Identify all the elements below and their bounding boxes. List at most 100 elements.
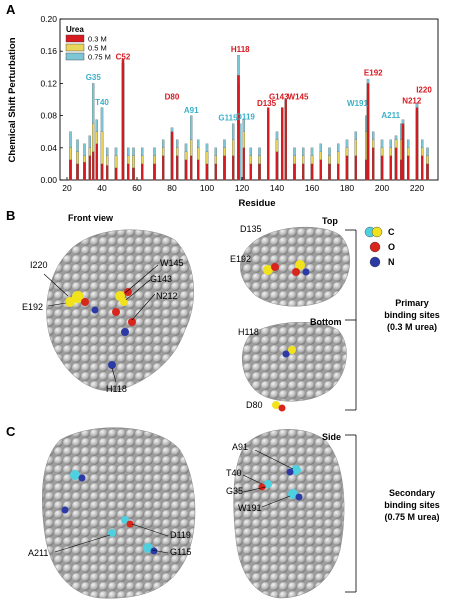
bar-03M [401, 123, 405, 181]
panel-b-structures [43, 226, 383, 412]
bar-03M [249, 163, 252, 181]
bar-03M [162, 155, 165, 181]
bar-03M [184, 159, 188, 181]
bar-03M [310, 163, 314, 181]
legend-label-03: 0.3 M [88, 35, 107, 44]
bar-03M [426, 163, 429, 181]
bar-03M [421, 155, 424, 181]
c-label-g35: G35 [226, 486, 244, 496]
primary-caption-3: (0.3 M urea) [386, 322, 437, 332]
bar-03M [114, 167, 118, 181]
bar-03M [328, 163, 331, 181]
y-tick-label: 0.00 [40, 175, 57, 185]
front-view-protein-c [42, 427, 196, 599]
bar-03M [354, 155, 357, 181]
x-tick-label: 140 [270, 183, 284, 193]
bar-03M [237, 75, 240, 181]
side-view-title: Side [322, 432, 342, 442]
bar-03M [83, 162, 86, 181]
side-view-protein-c [233, 429, 345, 599]
bar-03M [106, 165, 109, 181]
bottom-label-h118: H118 [238, 327, 259, 337]
residue-annotation: D80 [165, 93, 180, 102]
bar-03M [345, 155, 349, 181]
bottom-label-d80: D80 [246, 400, 263, 410]
x-tick-label: 20 [62, 183, 72, 193]
bar-03M [153, 163, 156, 181]
bar-03M [214, 163, 217, 181]
atom-legend-n: N [388, 257, 395, 267]
top-view-title: Top [322, 216, 338, 226]
legend-label-075: 0.75 M [88, 53, 111, 62]
bar-03M [407, 155, 410, 181]
residue-annotation: A91 [184, 106, 199, 115]
plot-frame [59, 18, 439, 181]
bar-03M [100, 163, 104, 181]
residue-annotation: T40 [95, 98, 109, 107]
bar-03M [319, 159, 322, 181]
bar-03M [190, 155, 193, 181]
bar-03M [302, 163, 305, 181]
bar-03M [394, 147, 398, 181]
residue-annotation: D119 [236, 113, 255, 122]
residue-annotation: D135 [257, 99, 277, 108]
bottom-view-title: Bottom [310, 317, 342, 327]
y-tick-label: 0.12 [40, 78, 57, 88]
residue-annotation: C52 [116, 52, 131, 61]
x-tick-label: 60 [132, 183, 142, 193]
c-label-w191: W191 [238, 503, 262, 513]
bottom-view-protein [241, 322, 347, 402]
residue-annotation: W145 [288, 93, 309, 102]
bar-03M [205, 163, 209, 181]
x-tick-label: 200 [375, 183, 389, 193]
bar-03M [337, 163, 340, 181]
x-tick-label: 80 [167, 183, 177, 193]
panel-a-label: A [6, 2, 16, 17]
primary-caption-2: binding sites [384, 310, 440, 320]
residue-annotation: N212 [402, 97, 422, 106]
y-tick-label: 0.08 [40, 111, 57, 121]
bar-03M [95, 143, 98, 181]
bar-03M [258, 163, 261, 181]
secondary-caption-2: binding sites [384, 500, 440, 510]
legend-swatch-05 [65, 43, 85, 52]
legend-title: Urea [66, 25, 84, 34]
x-tick-label: 100 [200, 183, 214, 193]
residue-annotation: E192 [364, 68, 383, 77]
front-label-i220: I220 [30, 260, 48, 270]
residue-annotation: A211 [381, 111, 400, 120]
csp-bar-chart: 0.00 0.04 0.08 0.12 0.16 0.20 20 40 60 80 100 120 14… [7, 14, 439, 209]
bar-03M [415, 107, 419, 181]
bar-03M [132, 167, 135, 181]
x-tick-label: 160 [305, 183, 319, 193]
bar-03M [275, 151, 279, 181]
bar-03M [197, 159, 200, 181]
bar-03M [293, 163, 296, 181]
c-label-t40: T40 [226, 468, 242, 478]
front-view-protein [46, 229, 194, 392]
bar-03M [267, 107, 270, 181]
bar-03M [69, 159, 72, 181]
atom-legend-c: C [388, 227, 395, 237]
top-label-e192: E192 [230, 254, 252, 264]
bar-03M [76, 163, 79, 181]
bar-03M [170, 131, 174, 181]
front-label-e192: E192 [22, 302, 44, 312]
bar-03M [92, 151, 95, 181]
front-view-title: Front view [68, 213, 114, 223]
front-label-w145: W145 [160, 258, 184, 268]
c-label-d119: D119 [170, 530, 191, 540]
bar-03M [242, 147, 245, 181]
bar-03M [88, 155, 91, 181]
residue-annotation: W191 [347, 99, 368, 108]
legend-label-05: 0.5 M [88, 44, 107, 53]
residue-annotation: I220 [416, 85, 432, 94]
c-label-a211: A211 [28, 548, 49, 558]
primary-caption-1: Primary [395, 298, 429, 308]
bar-03M [176, 155, 179, 181]
bar-03M [121, 59, 125, 181]
c-label-g115: G115 [170, 547, 192, 557]
bar-03M [380, 155, 384, 181]
legend: Urea 0.3 M 0.5 M 0.75 M [65, 25, 111, 62]
top-label-d135: D135 [240, 224, 262, 234]
